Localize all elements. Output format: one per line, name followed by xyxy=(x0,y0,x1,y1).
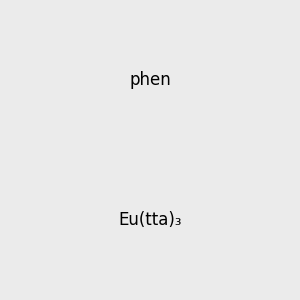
Text: Eu(tta)₃: Eu(tta)₃ xyxy=(118,211,182,229)
Text: phen: phen xyxy=(129,71,171,89)
